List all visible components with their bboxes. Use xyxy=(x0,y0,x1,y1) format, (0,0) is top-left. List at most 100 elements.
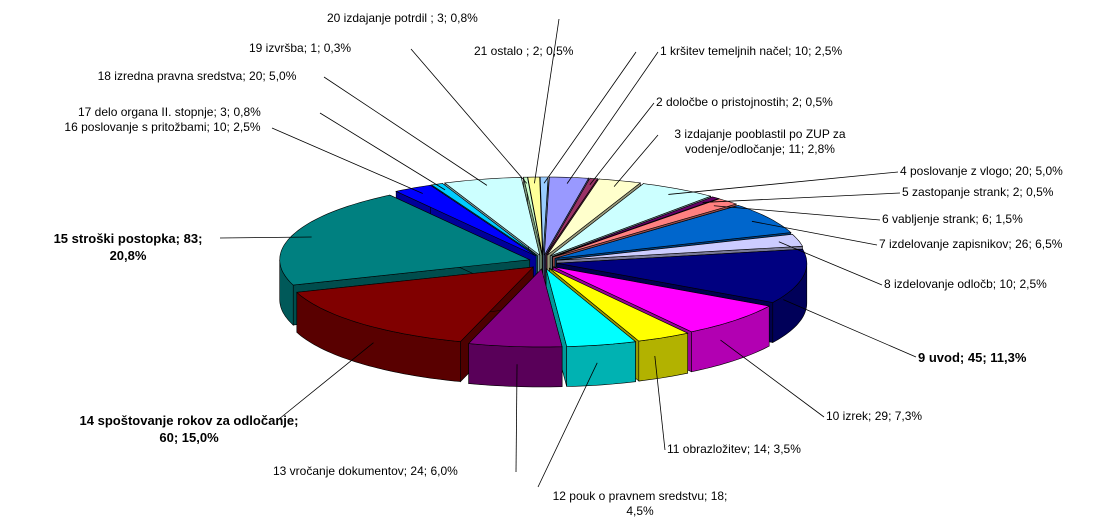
slice xyxy=(468,268,563,388)
slice-top xyxy=(556,248,808,303)
slice-label: 18 izredna pravna sredstva; 20; 5,0% xyxy=(97,69,297,83)
percentage-label: 0,8% xyxy=(450,11,478,25)
percentage-label: 2,8% xyxy=(807,142,835,156)
value-label: 29 xyxy=(874,409,889,423)
slice-label: 8 izdelovanje odločb; 10; 2,5% xyxy=(884,277,1047,291)
value-label: 10 xyxy=(794,44,809,58)
value-label: 2 xyxy=(1012,185,1020,199)
leader-line xyxy=(537,362,598,488)
slice-shade xyxy=(638,333,688,382)
slice-top xyxy=(296,266,535,342)
leader-line xyxy=(323,76,488,186)
slice-label: 20 izdajanje potrdil ; 3; 0,8% xyxy=(327,11,478,25)
leader-line xyxy=(566,51,659,184)
slice-top xyxy=(553,266,771,333)
category-name: 1 kršitev temeljnih načel xyxy=(660,44,789,58)
slice-top xyxy=(549,267,689,342)
value-label: 45 xyxy=(967,350,983,365)
percentage-label: 7,3% xyxy=(894,409,923,423)
leader-line xyxy=(534,18,560,184)
slice-shade xyxy=(691,306,770,372)
category-name: 8 izdelovanje odločb xyxy=(884,277,993,291)
category-name: 15 stroški postopka xyxy=(53,231,176,246)
leader-line xyxy=(319,112,446,191)
slice-label: 3 izdajanje pooblastil po ZUP za vodenje… xyxy=(674,127,846,156)
percentage-label: 2,5% xyxy=(1019,277,1047,291)
slice-top xyxy=(523,176,543,256)
category-name: 7 izdelovanje zapisnikov xyxy=(879,237,1009,251)
percentage-label: 20,8% xyxy=(109,248,147,263)
slice-label: 1 kršitev temeljnih načel; 10; 2,5% xyxy=(660,44,843,58)
value-label: 83 xyxy=(183,231,199,246)
leader-line xyxy=(713,205,881,221)
slice-label: 10 izrek; 29; 7,3% xyxy=(826,409,923,423)
value-label: 20 xyxy=(1015,164,1029,178)
value-label: 18 xyxy=(710,489,725,503)
value-label: 10 xyxy=(213,120,227,134)
leader-line xyxy=(271,127,423,194)
value-label: 2 xyxy=(532,44,540,58)
slice-label: 14 spoštovanje rokov za odločanje; 60; 1… xyxy=(79,413,299,445)
leader-line xyxy=(589,102,655,185)
percentage-label: 15,0% xyxy=(181,430,219,445)
value-label: 3 xyxy=(437,11,444,25)
slice-top xyxy=(550,183,712,257)
slice-shade xyxy=(279,259,294,326)
slice-top xyxy=(544,176,590,256)
percentage-label: 0,3% xyxy=(323,41,352,55)
percentage-label: 6,0% xyxy=(430,464,458,478)
category-name: 16 poslovanje s pritožbami xyxy=(64,120,207,134)
leader-line xyxy=(613,134,659,187)
slice-top xyxy=(556,233,804,261)
leader-line xyxy=(654,355,666,451)
value-label: 10 xyxy=(999,277,1013,291)
value-label: 20 xyxy=(249,69,263,83)
slice-top xyxy=(546,178,642,256)
leader-lines xyxy=(219,18,917,488)
percentage-label: 0,8% xyxy=(233,105,261,119)
category-name: 11 obrazložitev xyxy=(667,442,747,456)
percentage-label: 2,5% xyxy=(233,120,261,134)
slice-top xyxy=(539,176,549,256)
slice-label: 4 poslovanje z vlogo; 20; 5,0% xyxy=(900,164,1063,178)
slice-top xyxy=(395,184,537,257)
leader-line xyxy=(515,364,518,473)
value-label: 60 xyxy=(159,430,174,445)
slice-label: 21 ostalo ; 2; 0,5% xyxy=(474,44,574,58)
category-name: 10 izrek xyxy=(826,409,869,423)
slice-label: 11 obrazložitev; 14; 3,5% xyxy=(667,442,801,456)
slice-label: 16 poslovanje s pritožbami; 10; 2,5% xyxy=(64,120,261,134)
slice-label: 19 izvršba; 1; 0,3% xyxy=(249,41,352,55)
category-name: 6 vabljenje strank xyxy=(882,212,976,226)
value-label: 14 xyxy=(753,442,767,456)
slice-label: 17 delo organa II. stopnje; 3; 0,8% xyxy=(78,105,261,119)
slice-label: 6 vabljenje strank; 6; 1,5% xyxy=(882,212,1023,226)
category-name: 17 delo organa II. stopnje xyxy=(78,105,214,119)
value-label: 26 xyxy=(1015,237,1029,251)
slice-top xyxy=(552,196,720,257)
slice-shade xyxy=(296,292,461,382)
leader-line xyxy=(668,171,899,195)
percentage-label: 0,5% xyxy=(1026,185,1054,199)
category-name: 3 izdajanje pooblastil po ZUP za vodenje… xyxy=(674,127,846,156)
slice-shade xyxy=(566,341,636,387)
value-label: 1 xyxy=(310,41,318,55)
leader-line xyxy=(751,220,878,246)
slice-label: 13 vročanje dokumentov; 24; 6,0% xyxy=(273,464,458,478)
value-label: 3 xyxy=(220,105,227,119)
leader-line xyxy=(410,48,528,184)
slice-top xyxy=(545,267,637,347)
slice-shade xyxy=(468,343,563,387)
percentage-label: 6,5% xyxy=(1035,237,1063,251)
slice-label: 5 zastopanje strank; 2; 0,5% xyxy=(902,185,1054,199)
category-name: 13 vročanje dokumentov xyxy=(273,464,404,478)
slice-label: 9 uvod; 45; 11,3% xyxy=(918,350,1027,365)
leader-line xyxy=(783,299,917,358)
category-name: 20 izdajanje potrdil xyxy=(327,11,431,25)
percentage-label: 11,3% xyxy=(990,350,1027,365)
percentage-label: 4,5% xyxy=(626,504,654,518)
slice-top xyxy=(545,178,599,256)
slice-label: 2 določbe o pristojnostih; 2; 0,5% xyxy=(656,95,833,109)
